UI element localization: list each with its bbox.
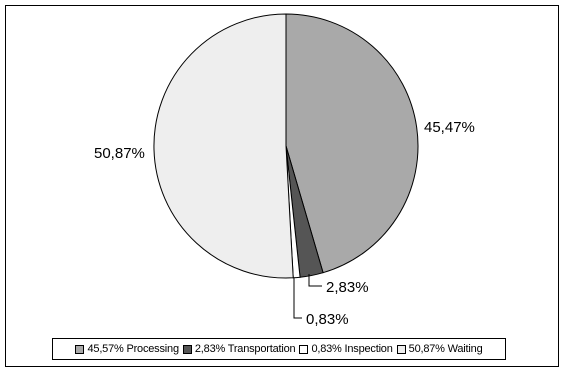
- slice-labels: 45,47% 2,83% 0,83% 50,87%: [94, 119, 475, 328]
- legend-item-transportation: 2,83% Transportation: [182, 343, 296, 355]
- legend-label-waiting: 50,87% Waiting: [408, 343, 483, 355]
- slice-label-inspection: 0,83%: [306, 311, 349, 328]
- legend-item-waiting: 50,87% Waiting: [396, 343, 483, 355]
- slice-label-processing: 45,47%: [424, 119, 475, 136]
- legend-swatch-transportation: [182, 344, 192, 354]
- legend-label-processing: 45,57% Processing: [87, 343, 179, 355]
- leader-line-transportation: [308, 274, 322, 287]
- legend-swatch-processing: [75, 344, 85, 354]
- legend-label-transportation: 2,83% Transportation: [194, 343, 296, 355]
- pie-slice-waiting: [153, 13, 294, 279]
- legend: 45,57% Processing 2,83% Transportation 0…: [52, 338, 506, 360]
- pie-slices: [153, 13, 419, 279]
- legend-item-inspection: 0,83% Inspection: [299, 343, 393, 355]
- leader-line-inspection: [293, 278, 302, 319]
- legend-swatch-inspection: [299, 344, 309, 354]
- legend-swatch-waiting: [396, 344, 406, 354]
- legend-label-inspection: 0,83% Inspection: [311, 343, 393, 355]
- slice-label-transportation: 2,83%: [326, 279, 369, 296]
- legend-item-processing: 45,57% Processing: [75, 343, 179, 355]
- slice-label-waiting: 50,87%: [94, 145, 145, 162]
- pie-slice-processing: [285, 13, 419, 274]
